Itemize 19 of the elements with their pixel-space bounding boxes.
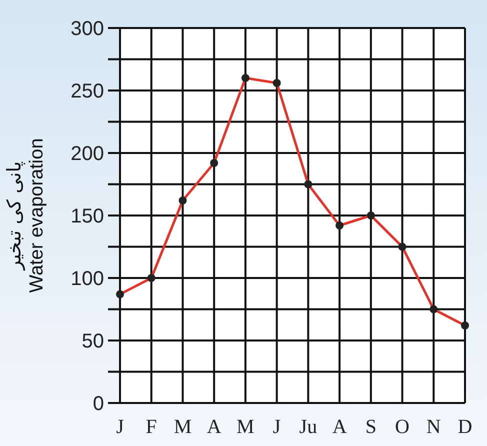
x-tick-label: A — [332, 416, 348, 438]
x-tick-label: F — [146, 416, 157, 438]
x-tick-label: N — [426, 416, 441, 438]
y-tick-label: 150 — [70, 206, 104, 228]
x-tick-label: J — [272, 416, 281, 438]
x-tick-label: J — [116, 416, 124, 438]
x-tick-label: Ju — [299, 416, 318, 438]
y-tick-label: 0 — [92, 393, 104, 415]
x-tick-label: O — [395, 416, 410, 438]
y-tick-label: 300 — [70, 18, 104, 40]
x-tick-label: D — [458, 416, 472, 438]
x-tick-label: M — [236, 416, 255, 438]
y-tick-label: 200 — [70, 143, 104, 165]
y-tick-label: 50 — [82, 330, 104, 352]
x-tick-label: A — [206, 416, 222, 438]
x-tick-label: M — [174, 416, 192, 438]
y-tick-label: 250 — [70, 80, 104, 102]
x-tick-label: S — [365, 416, 376, 438]
y-tick-label: 100 — [70, 268, 104, 290]
